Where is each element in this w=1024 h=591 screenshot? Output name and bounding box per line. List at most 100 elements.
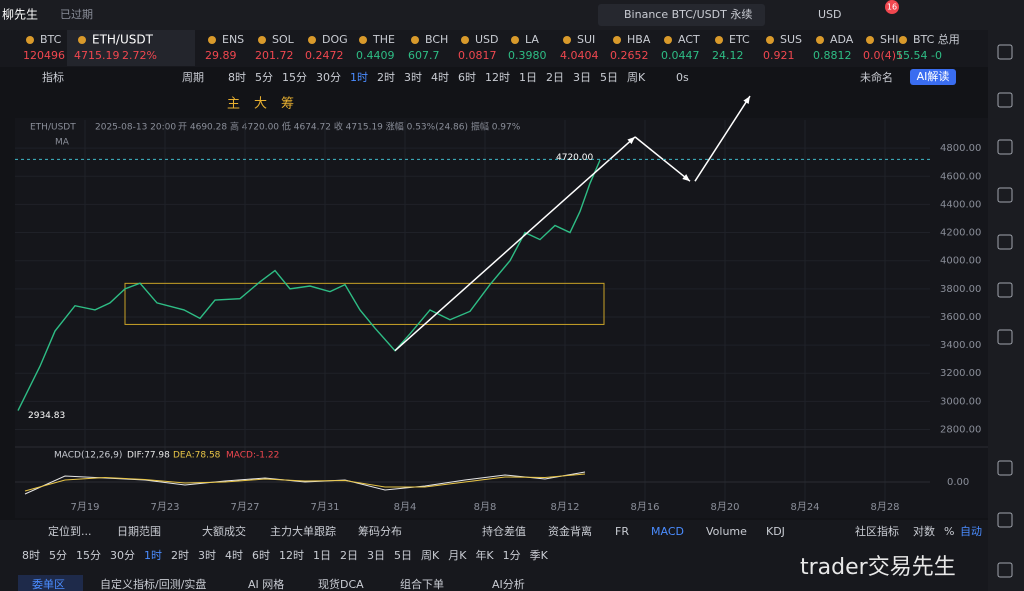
ticker-price[interactable]: 607.7 <box>408 49 440 62</box>
tool-tab[interactable]: FR <box>615 525 629 538</box>
menu-item[interactable]: 1日 <box>313 549 331 562</box>
menu-item[interactable]: 8时 <box>22 549 40 562</box>
menu-item[interactable]: 3时 <box>198 549 216 562</box>
menu-item[interactable]: 4时 <box>431 71 449 84</box>
menu-item[interactable]: 6时 <box>252 549 270 562</box>
ticker-name[interactable]: THE <box>372 33 395 46</box>
menu-item[interactable]: 5分 <box>49 549 67 562</box>
side-icon[interactable] <box>997 329 1013 345</box>
currency[interactable]: USD <box>818 8 842 21</box>
menu-item[interactable]: 12时 <box>485 71 510 84</box>
ticker-price[interactable]: 120496 <box>23 49 65 62</box>
bottom-tab[interactable]: AI 网格 <box>248 577 284 591</box>
ticker-name[interactable]: BTC <box>40 33 62 46</box>
ticker-name[interactable]: LA <box>525 33 539 46</box>
active-ticker[interactable] <box>67 30 195 66</box>
bottom-tab[interactable]: AI分析 <box>492 577 525 591</box>
search[interactable]: Binance BTC/USDT 永续 <box>624 7 752 21</box>
tab-active[interactable] <box>18 575 83 591</box>
countdown[interactable]: 0s <box>676 71 689 84</box>
side-icon[interactable] <box>997 460 1013 476</box>
ticker-name[interactable]: USD <box>475 33 499 46</box>
menu-item[interactable]: 2时 <box>377 71 395 84</box>
tool-tab[interactable]: 自动 <box>960 525 982 538</box>
menu-item[interactable]: 3日 <box>367 549 385 562</box>
tool-tab[interactable]: 资金背离 <box>548 524 592 538</box>
ticker-price[interactable]: 4.0404 <box>560 49 599 62</box>
tool-tab[interactable]: 大额成交 <box>202 524 246 538</box>
tool-tab[interactable]: 持仓差值 <box>482 524 526 538</box>
bottom-tab[interactable]: 现货DCA <box>318 577 364 591</box>
menu-item[interactable]: 季K <box>530 549 549 562</box>
menu-item[interactable]: 5日 <box>600 71 618 84</box>
layout-name[interactable]: 未命名 <box>860 70 893 84</box>
ticker-name[interactable]: ENS <box>222 33 244 46</box>
side-icon[interactable] <box>997 234 1013 250</box>
ticker-name[interactable]: ETC <box>729 33 750 46</box>
menu-item[interactable]: 5分 <box>255 71 273 84</box>
ticker-name[interactable]: SHI <box>880 33 899 46</box>
menu-item[interactable]: 15分 <box>282 71 307 84</box>
tool-tab[interactable]: Volume <box>706 525 747 538</box>
period[interactable]: 周期 <box>182 71 204 84</box>
ticker-price[interactable]: 24.12 <box>712 49 744 62</box>
ticker-name[interactable]: BTC 总用 <box>913 32 960 46</box>
menu-item[interactable]: 周K <box>627 71 646 84</box>
bottom-tab[interactable]: 组合下单 <box>400 577 444 591</box>
tool-tab[interactable]: KDJ <box>766 525 785 538</box>
menu-item[interactable]: 筹 <box>281 96 294 112</box>
ticker-price[interactable]: 0.0(4)1 <box>863 49 903 62</box>
indicator[interactable]: 指标 <box>42 70 64 84</box>
ticker-price[interactable]: 55.54 -0 <box>896 49 942 62</box>
ticker-name[interactable]: SUS <box>780 33 802 46</box>
menu-item[interactable]: 1时 <box>350 71 368 84</box>
menu-item[interactable]: 1日 <box>519 71 537 84</box>
menu-item[interactable]: 6时 <box>458 71 476 84</box>
ai[interactable]: AI解读 <box>917 69 950 83</box>
ticker-name[interactable]: ACT <box>678 33 700 46</box>
menu-item[interactable]: 8时 <box>228 71 246 84</box>
tool-tab[interactable]: 主力大单跟踪 <box>270 524 336 538</box>
menu-item[interactable]: 15分 <box>76 549 101 562</box>
tool-tab[interactable]: MACD <box>651 525 684 538</box>
ticker-price[interactable]: 0.921 <box>763 49 795 62</box>
menu-item[interactable]: 2日 <box>546 71 564 84</box>
menu-item[interactable]: 12时 <box>279 549 304 562</box>
ticker-name[interactable]: SUI <box>577 33 595 46</box>
menu-item[interactable]: 30分 <box>316 71 341 84</box>
menu-item[interactable]: 5日 <box>394 549 412 562</box>
side-icon[interactable] <box>997 44 1013 60</box>
menu-item[interactable]: 月K <box>448 549 467 562</box>
ticker-name[interactable]: SOL <box>272 33 295 46</box>
menu-item[interactable]: 2日 <box>340 549 358 562</box>
search-box[interactable] <box>598 4 765 26</box>
side-icon[interactable] <box>997 92 1013 108</box>
ticker-name[interactable]: ETH/USDT <box>92 33 154 47</box>
ai-btn[interactable] <box>910 69 956 85</box>
menu-item[interactable]: 主 <box>227 97 240 112</box>
bottom-tab[interactable]: 自定义指标/回测/实盘 <box>100 577 206 591</box>
menu-item[interactable]: 1分 <box>503 549 521 562</box>
menu-item[interactable]: 3日 <box>573 71 591 84</box>
menu-item[interactable]: 30分 <box>110 549 135 562</box>
menu-item[interactable]: 年K <box>475 548 494 562</box>
ticker-price[interactable]: 29.89 <box>205 49 237 62</box>
tool-tab[interactable]: % <box>944 525 954 538</box>
menu-item[interactable]: 4时 <box>225 549 243 562</box>
ticker-name[interactable]: HBA <box>627 33 651 46</box>
side-icon[interactable] <box>997 562 1013 578</box>
ticker-name[interactable]: DOG <box>322 33 348 46</box>
menu-item[interactable]: 大 <box>254 97 267 112</box>
ticker-price[interactable]: 0.8812 <box>813 49 852 62</box>
ticker-price[interactable]: 0.0817 <box>458 49 497 62</box>
tool-tab[interactable]: 定位到... <box>48 524 92 538</box>
tool-tab[interactable]: 对数 <box>913 524 935 538</box>
side-icon[interactable] <box>997 139 1013 155</box>
ticker-name[interactable]: BCH <box>425 33 448 46</box>
menu-item[interactable]: 3时 <box>404 71 422 84</box>
ticker-price[interactable]: 0.2652 <box>610 49 649 62</box>
ticker-price[interactable]: 0.2472 <box>305 49 344 62</box>
menu-item[interactable]: 周K <box>421 549 440 562</box>
tool-tab[interactable]: 日期范围 <box>117 524 161 538</box>
side-icon[interactable] <box>997 512 1013 528</box>
